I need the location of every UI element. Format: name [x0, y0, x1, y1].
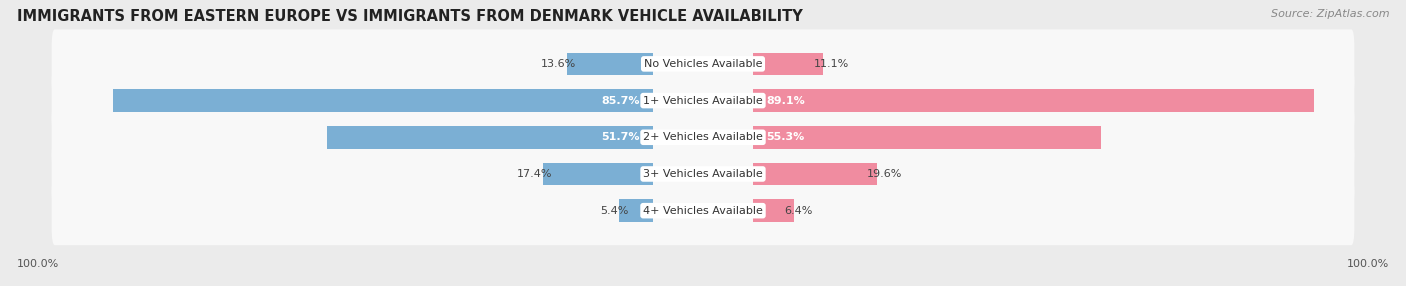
Text: 51.7%: 51.7%: [602, 132, 640, 142]
Text: 2+ Vehicles Available: 2+ Vehicles Available: [643, 132, 763, 142]
Text: 89.1%: 89.1%: [766, 96, 804, 106]
Bar: [754, 126, 1101, 149]
Bar: [754, 163, 877, 185]
FancyBboxPatch shape: [52, 140, 1354, 208]
FancyBboxPatch shape: [52, 29, 1354, 98]
Bar: [567, 53, 652, 75]
Text: 100.0%: 100.0%: [17, 259, 59, 269]
Bar: [754, 53, 823, 75]
Text: 19.6%: 19.6%: [868, 169, 903, 179]
Bar: [114, 89, 652, 112]
FancyBboxPatch shape: [52, 103, 1354, 172]
Text: 5.4%: 5.4%: [600, 206, 628, 216]
Bar: [619, 199, 652, 222]
Text: 13.6%: 13.6%: [541, 59, 576, 69]
Text: 17.4%: 17.4%: [517, 169, 553, 179]
Text: 1+ Vehicles Available: 1+ Vehicles Available: [643, 96, 763, 106]
Text: 100.0%: 100.0%: [1347, 259, 1389, 269]
FancyBboxPatch shape: [52, 66, 1354, 135]
Text: 55.3%: 55.3%: [766, 132, 804, 142]
Text: 85.7%: 85.7%: [602, 96, 640, 106]
FancyBboxPatch shape: [52, 176, 1354, 245]
Text: No Vehicles Available: No Vehicles Available: [644, 59, 762, 69]
Bar: [328, 126, 652, 149]
Text: Source: ZipAtlas.com: Source: ZipAtlas.com: [1271, 9, 1389, 19]
Bar: [754, 199, 793, 222]
Text: IMMIGRANTS FROM EASTERN EUROPE VS IMMIGRANTS FROM DENMARK VEHICLE AVAILABILITY: IMMIGRANTS FROM EASTERN EUROPE VS IMMIGR…: [17, 9, 803, 23]
Bar: [754, 89, 1315, 112]
Text: 4+ Vehicles Available: 4+ Vehicles Available: [643, 206, 763, 216]
Text: 3+ Vehicles Available: 3+ Vehicles Available: [643, 169, 763, 179]
Text: 11.1%: 11.1%: [814, 59, 849, 69]
Text: 6.4%: 6.4%: [785, 206, 813, 216]
Bar: [543, 163, 652, 185]
